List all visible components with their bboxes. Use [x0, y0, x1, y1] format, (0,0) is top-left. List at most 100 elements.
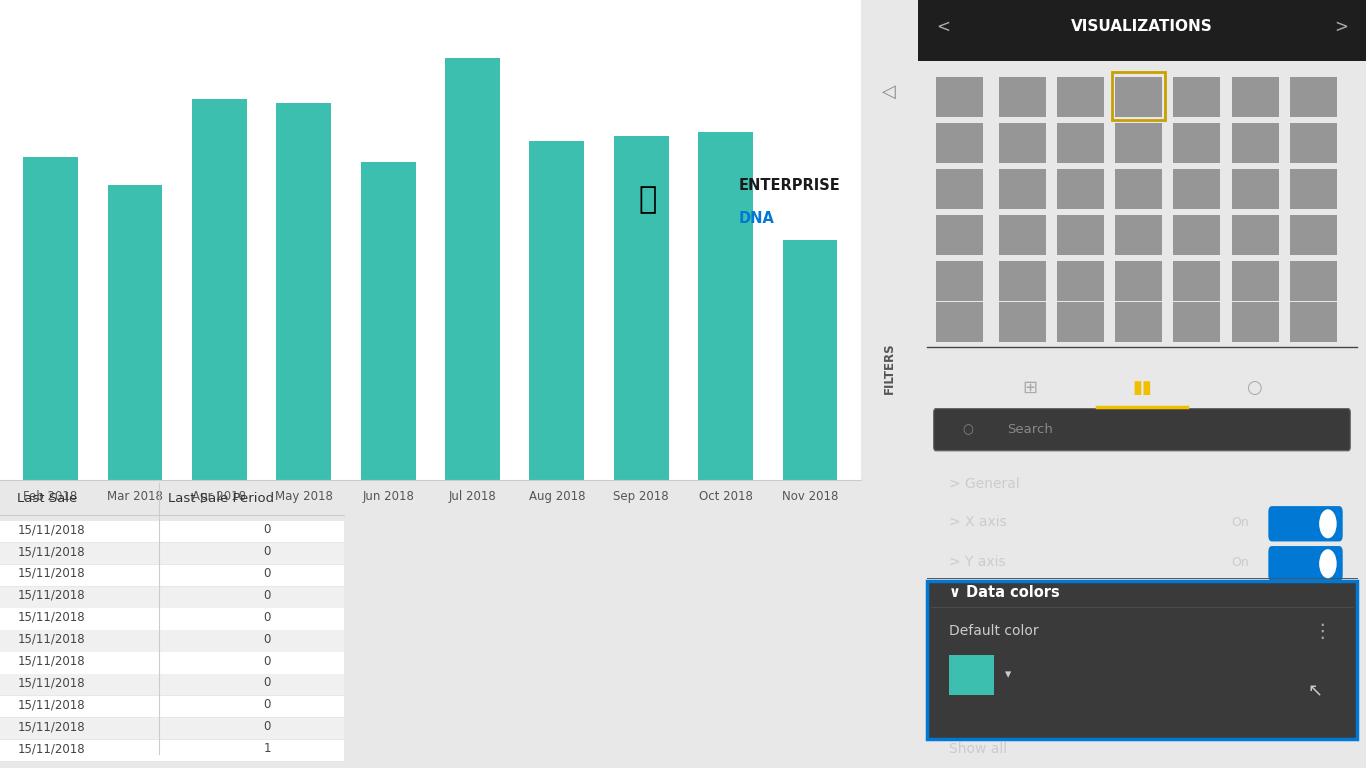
Text: 15/11/2018: 15/11/2018: [18, 567, 85, 580]
Text: ENTERPRISE: ENTERPRISE: [739, 178, 840, 194]
FancyBboxPatch shape: [928, 581, 1356, 739]
FancyBboxPatch shape: [1232, 215, 1279, 255]
Text: VISUALIZATIONS: VISUALIZATIONS: [1071, 19, 1213, 35]
Text: ∨ Data colors: ∨ Data colors: [949, 585, 1060, 601]
FancyBboxPatch shape: [936, 261, 984, 301]
FancyBboxPatch shape: [0, 674, 344, 696]
FancyBboxPatch shape: [1232, 123, 1279, 163]
FancyBboxPatch shape: [999, 261, 1045, 301]
FancyBboxPatch shape: [1173, 261, 1220, 301]
Text: ○: ○: [963, 423, 974, 435]
FancyBboxPatch shape: [1173, 123, 1220, 163]
Text: Last Sale Period: Last Sale Period: [168, 492, 275, 505]
FancyBboxPatch shape: [1290, 77, 1337, 117]
FancyBboxPatch shape: [936, 123, 984, 163]
Text: 0: 0: [264, 720, 270, 733]
FancyBboxPatch shape: [1173, 215, 1220, 255]
Text: DNA: DNA: [739, 211, 775, 227]
Text: 0: 0: [264, 523, 270, 536]
FancyBboxPatch shape: [0, 564, 344, 586]
FancyBboxPatch shape: [0, 718, 344, 739]
FancyBboxPatch shape: [1173, 77, 1220, 117]
FancyBboxPatch shape: [1115, 123, 1162, 163]
Text: ⋮: ⋮: [1313, 622, 1332, 641]
Bar: [698, 132, 753, 480]
Bar: [193, 99, 247, 480]
FancyBboxPatch shape: [1057, 261, 1104, 301]
FancyBboxPatch shape: [0, 696, 344, 717]
FancyBboxPatch shape: [1115, 77, 1162, 117]
FancyBboxPatch shape: [1290, 169, 1337, 209]
Text: ↖: ↖: [1307, 683, 1322, 700]
FancyBboxPatch shape: [1115, 302, 1162, 342]
Text: 🧬: 🧬: [638, 185, 656, 214]
Text: ◁: ◁: [882, 83, 896, 101]
FancyBboxPatch shape: [0, 543, 344, 564]
Text: 15/11/2018: 15/11/2018: [18, 545, 85, 558]
Text: 0: 0: [264, 633, 270, 646]
FancyBboxPatch shape: [0, 740, 344, 761]
FancyBboxPatch shape: [949, 655, 994, 695]
FancyBboxPatch shape: [918, 0, 1366, 61]
Text: 15/11/2018: 15/11/2018: [18, 654, 85, 667]
FancyBboxPatch shape: [1173, 302, 1220, 342]
Text: ⊞: ⊞: [1022, 379, 1038, 397]
Bar: [23, 157, 78, 480]
FancyBboxPatch shape: [1290, 123, 1337, 163]
FancyBboxPatch shape: [1057, 77, 1104, 117]
Text: 0: 0: [264, 654, 270, 667]
FancyBboxPatch shape: [1057, 123, 1104, 163]
Text: 0: 0: [264, 677, 270, 690]
FancyBboxPatch shape: [936, 169, 984, 209]
FancyBboxPatch shape: [0, 631, 344, 651]
Text: 15/11/2018: 15/11/2018: [18, 633, 85, 646]
Text: 15/11/2018: 15/11/2018: [18, 742, 85, 755]
Text: >: >: [1335, 18, 1348, 36]
Text: 0: 0: [264, 698, 270, 711]
Text: 0: 0: [264, 567, 270, 580]
FancyBboxPatch shape: [1115, 215, 1162, 255]
Bar: [783, 240, 837, 480]
FancyBboxPatch shape: [0, 521, 344, 542]
Bar: [613, 136, 668, 480]
FancyBboxPatch shape: [1057, 169, 1104, 209]
Text: 15/11/2018: 15/11/2018: [18, 720, 85, 733]
Text: 15/11/2018: 15/11/2018: [18, 523, 85, 536]
FancyBboxPatch shape: [1115, 169, 1162, 209]
Bar: [276, 103, 331, 480]
FancyBboxPatch shape: [999, 302, 1045, 342]
Text: ▾: ▾: [1005, 669, 1012, 681]
Text: Show all: Show all: [949, 742, 1008, 756]
Bar: [530, 141, 585, 480]
Text: 1: 1: [264, 742, 270, 755]
FancyBboxPatch shape: [1290, 302, 1337, 342]
FancyBboxPatch shape: [936, 302, 984, 342]
FancyBboxPatch shape: [0, 608, 344, 630]
Text: On: On: [1232, 556, 1250, 568]
Text: <: <: [936, 18, 949, 36]
Text: 0: 0: [264, 611, 270, 624]
FancyBboxPatch shape: [1173, 169, 1220, 209]
Text: ▮▮: ▮▮: [1132, 379, 1152, 397]
FancyBboxPatch shape: [1057, 302, 1104, 342]
Text: FILTERS: FILTERS: [882, 343, 896, 395]
FancyBboxPatch shape: [1268, 506, 1343, 541]
FancyBboxPatch shape: [1057, 215, 1104, 255]
Text: > X axis: > X axis: [949, 515, 1007, 529]
Text: Search: Search: [1008, 423, 1053, 435]
FancyBboxPatch shape: [1290, 261, 1337, 301]
FancyBboxPatch shape: [1232, 77, 1279, 117]
FancyBboxPatch shape: [1115, 261, 1162, 301]
Text: 15/11/2018: 15/11/2018: [18, 611, 85, 624]
Text: 0: 0: [264, 545, 270, 558]
FancyBboxPatch shape: [1232, 302, 1279, 342]
Text: > General: > General: [949, 477, 1020, 491]
Text: 15/11/2018: 15/11/2018: [18, 698, 85, 711]
FancyBboxPatch shape: [1290, 215, 1337, 255]
Text: > Y axis: > Y axis: [949, 555, 1005, 569]
Bar: [108, 185, 163, 480]
Text: 15/11/2018: 15/11/2018: [18, 589, 85, 602]
FancyBboxPatch shape: [1232, 261, 1279, 301]
FancyBboxPatch shape: [1268, 546, 1343, 581]
FancyBboxPatch shape: [999, 215, 1045, 255]
